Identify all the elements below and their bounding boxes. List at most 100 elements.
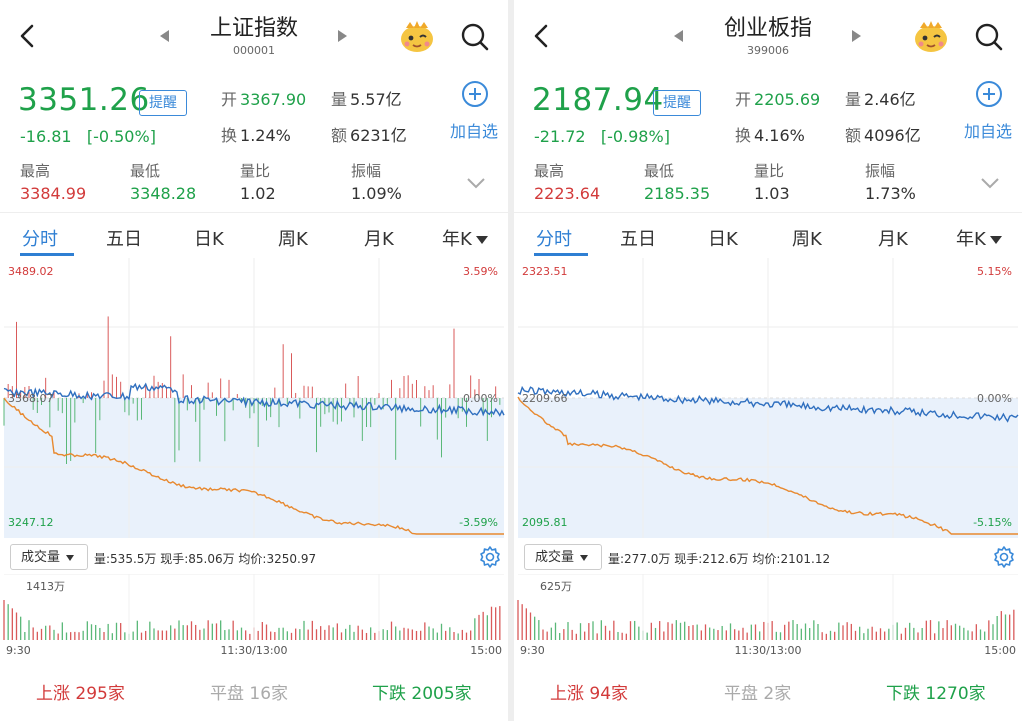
tab-5[interactable]: 年K	[442, 225, 488, 251]
add-watchlist-icon[interactable]	[461, 80, 489, 108]
volume-indicator-dropdown[interactable]: 成交量	[10, 544, 88, 570]
mascot-icon[interactable]	[912, 18, 950, 54]
stat-label: 最低	[644, 162, 675, 180]
tab-0[interactable]: 分时	[22, 225, 58, 251]
volume-dropdown-label: 成交量	[535, 550, 575, 565]
time-label-mid: 11:30/13:00	[734, 644, 801, 657]
intraday-chart[interactable]: 3489.02 3.59% 3368.07 0.00% 3247.12 -3.59%	[0, 258, 508, 540]
tab-4[interactable]: 月K	[364, 225, 394, 251]
axis-label-top-pct: 3.59%	[463, 265, 498, 278]
turnover-stat: 换 4.16%	[735, 122, 805, 146]
amount-stat: 额 6231亿	[331, 122, 407, 146]
volume-indicator-dropdown[interactable]: 成交量	[524, 544, 602, 570]
tab-1[interactable]: 五日	[106, 225, 142, 251]
stat-label: 最低	[130, 162, 161, 180]
remind-button[interactable]: 提醒	[139, 90, 187, 116]
stat-value: 2223.64	[534, 184, 601, 203]
dropdown-caret-icon	[580, 554, 589, 561]
unchanged[interactable]: 平盘 16家	[210, 679, 288, 704]
tab-2[interactable]: 日K	[194, 225, 224, 251]
price-line	[517, 385, 1019, 423]
advancers-label: 上涨	[550, 684, 584, 704]
turnover-value: 4.16%	[754, 126, 805, 145]
open-value: 2205.69	[754, 90, 821, 109]
stat-value: 3348.28	[130, 184, 197, 203]
prev-index-icon[interactable]	[160, 30, 169, 42]
turnover-stat: 换 1.24%	[221, 122, 291, 146]
add-watchlist-icon[interactable]	[975, 80, 1003, 108]
advancers[interactable]: 上涨 295家	[36, 679, 125, 704]
volume-stat: 量 2.46亿	[845, 86, 916, 110]
tab-3[interactable]: 周K	[278, 225, 308, 251]
unchanged[interactable]: 平盘 2家	[724, 679, 791, 704]
amount-value: 6231亿	[350, 126, 407, 145]
dropdown-caret-icon	[66, 554, 75, 561]
index-code: 399006	[747, 44, 789, 57]
volume-value: 5.57亿	[350, 90, 402, 109]
stat-value: 1.73%	[865, 184, 916, 203]
axis-label-mid: 2209.66	[522, 392, 568, 405]
remind-button[interactable]: 提醒	[653, 90, 701, 116]
change-value: -21.72	[534, 127, 586, 146]
open-stat: 开 2205.69	[735, 86, 820, 110]
prev-index-icon[interactable]	[674, 30, 683, 42]
gear-icon[interactable]	[992, 545, 1016, 569]
change-percent: [-0.50%]	[86, 127, 156, 146]
active-tab-indicator	[20, 253, 74, 256]
caret-down-icon	[989, 236, 1002, 244]
volume-info: 量:535.5万 现手:85.06万 均价:3250.97	[94, 552, 317, 566]
tab-2[interactable]: 日K	[708, 225, 738, 251]
decliners-label: 下跌	[372, 684, 406, 704]
change-percent: [-0.98%]	[600, 127, 670, 146]
tab-4[interactable]: 月K	[878, 225, 908, 251]
search-icon[interactable]	[460, 22, 490, 52]
next-index-icon[interactable]	[852, 30, 861, 42]
header: 上证指数 000001	[0, 0, 508, 70]
mascot-icon[interactable]	[398, 18, 436, 54]
amount-label: 额	[331, 126, 348, 145]
axis-label-top: 2323.51	[522, 265, 568, 278]
time-label-close: 15:00	[470, 644, 502, 657]
open-stat: 开 3367.90	[221, 86, 306, 110]
decliners[interactable]: 下跌 1270家	[886, 679, 986, 704]
unchanged-label: 平盘	[210, 684, 244, 704]
chevron-down-icon[interactable]	[466, 176, 486, 190]
volume-value: 2.46亿	[864, 90, 916, 109]
back-arrow-icon[interactable]	[528, 22, 556, 50]
axis-label-mid-pct: 0.00%	[463, 392, 498, 405]
caret-down-icon	[475, 236, 488, 244]
active-tab-indicator	[534, 253, 588, 256]
average-line	[3, 397, 504, 535]
volume-dropdown-label: 成交量	[21, 550, 61, 565]
panel-divider	[508, 0, 514, 721]
intraday-chart[interactable]: 2323.51 5.15% 2209.66 0.00% 2095.81 -5.15%	[514, 258, 1022, 540]
amount-value: 4096亿	[864, 126, 921, 145]
add-watchlist-button[interactable]: 加自选	[450, 122, 499, 141]
chevron-down-icon[interactable]	[980, 176, 1000, 190]
stat-value: 2185.35	[644, 184, 711, 203]
tab-0[interactable]: 分时	[536, 225, 572, 251]
tab-label: 日K	[194, 229, 224, 250]
next-index-icon[interactable]	[338, 30, 347, 42]
search-icon[interactable]	[974, 22, 1004, 52]
turnover-label: 换	[221, 126, 238, 145]
tab-label: 月K	[878, 229, 908, 250]
advancers-count: 295家	[75, 684, 125, 704]
back-arrow-icon[interactable]	[14, 22, 42, 50]
tab-label: 分时	[22, 229, 58, 250]
tab-label: 年K	[442, 229, 472, 250]
tab-5[interactable]: 年K	[956, 225, 1002, 251]
price-line	[3, 382, 505, 417]
decliners[interactable]: 下跌 2005家	[372, 679, 472, 704]
add-watchlist-button[interactable]: 加自选	[964, 122, 1013, 141]
tab-label: 年K	[956, 229, 986, 250]
tab-label: 月K	[364, 229, 394, 250]
advancers[interactable]: 上涨 94家	[550, 679, 628, 704]
tab-1[interactable]: 五日	[620, 225, 656, 251]
current-price: 2187.94	[532, 82, 664, 118]
turnover-value: 1.24%	[240, 126, 291, 145]
stat-label: 振幅	[351, 162, 382, 180]
volume-info: 量:277.0万 现手:212.6万 均价:2101.12	[608, 552, 831, 566]
gear-icon[interactable]	[478, 545, 502, 569]
tab-3[interactable]: 周K	[792, 225, 822, 251]
